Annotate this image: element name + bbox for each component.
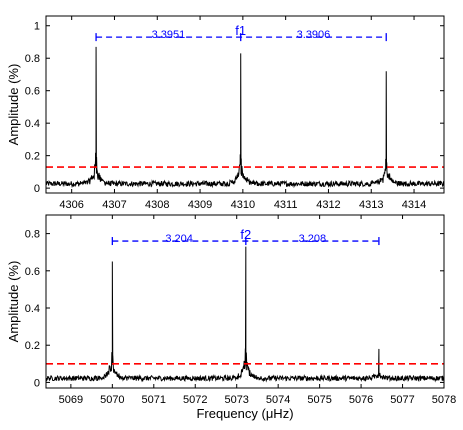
x-tick-label: 5077 bbox=[390, 394, 414, 406]
separation-label-left: 3.204 bbox=[165, 233, 193, 245]
x-tick-label: 4311 bbox=[274, 199, 298, 211]
x-tick-label: 5071 bbox=[142, 394, 166, 406]
y-tick-label: 0.4 bbox=[25, 303, 40, 315]
x-tick-label: 4314 bbox=[402, 199, 426, 211]
top-panel: 3.3951 3.3906 f1 4306 4307 4308 4309 4310 4311 43… bbox=[6, 15, 445, 211]
peak-label: f2 bbox=[240, 227, 251, 242]
y-axis-label: Amplitude (%) bbox=[6, 261, 21, 343]
x-tick-label: 5070 bbox=[100, 394, 124, 406]
y-tick-label: 0.2 bbox=[25, 340, 40, 352]
x-axis-label: Frequency (μHz) bbox=[196, 406, 293, 421]
separation-label-right: 3.208 bbox=[299, 233, 327, 245]
x-tick-label: 5075 bbox=[307, 394, 331, 406]
x-tick-label: 5072 bbox=[183, 394, 207, 406]
spectrum-line bbox=[45, 246, 445, 383]
y-axis-label: Amplitude (%) bbox=[6, 64, 21, 146]
x-tick-label: 5074 bbox=[266, 394, 290, 406]
y-tick-label: 0 bbox=[34, 183, 40, 195]
x-tick-label: 4308 bbox=[145, 199, 169, 211]
y-tick-label: 0 bbox=[34, 377, 40, 389]
separation-label-right: 3.3906 bbox=[297, 29, 331, 41]
y-tick-label: 0.2 bbox=[25, 151, 40, 163]
x-tick-label: 4307 bbox=[102, 199, 126, 211]
y-tick-label: 0.8 bbox=[25, 229, 40, 241]
bottom-panel: 3.204 3.208 f2 5069 5070 5071 5072 5073 5074 5075… bbox=[6, 214, 456, 421]
x-tick-label: 4309 bbox=[188, 199, 212, 211]
y-tick-label: 0.8 bbox=[25, 53, 40, 65]
x-tick-label: 4310 bbox=[231, 199, 255, 211]
x-tick-label: 5076 bbox=[349, 394, 373, 406]
axes-frame bbox=[45, 15, 445, 194]
x-tick-label: 4312 bbox=[316, 199, 340, 211]
y-tick-label: 0.4 bbox=[25, 118, 40, 130]
y-tick-label: 0.6 bbox=[25, 86, 40, 98]
spectrum-line bbox=[45, 46, 445, 189]
peak-label: f1 bbox=[235, 23, 246, 38]
separation-label-left: 3.3951 bbox=[152, 29, 186, 41]
x-tick-label: 4313 bbox=[359, 199, 383, 211]
y-tick-label: 1 bbox=[34, 21, 40, 33]
y-tick-label: 0.6 bbox=[25, 266, 40, 278]
x-tick-label: 5069 bbox=[59, 394, 83, 406]
x-tick-label: 4306 bbox=[59, 199, 83, 211]
axes-frame bbox=[45, 214, 445, 389]
x-tick-label: 5073 bbox=[224, 394, 248, 406]
x-tick-label: 5078 bbox=[432, 394, 456, 406]
